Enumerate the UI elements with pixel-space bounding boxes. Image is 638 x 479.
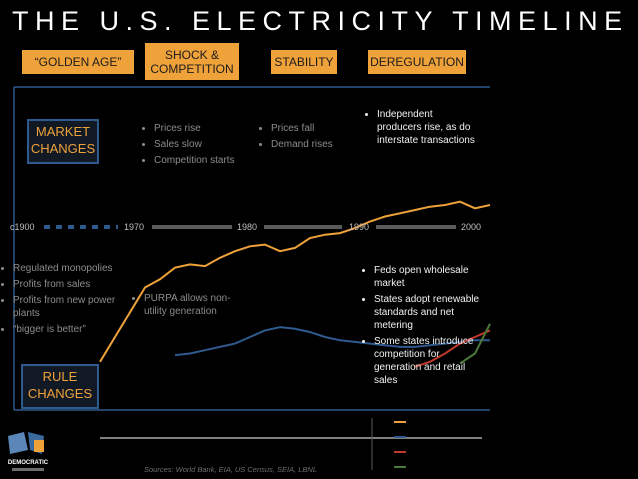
list-item: Some states introduce competition for ge…	[374, 335, 481, 387]
tick-label-1980: 1980	[237, 222, 258, 232]
tick-label-1970: 1970	[124, 222, 145, 232]
era-deregulation: DEREGULATION	[368, 50, 466, 74]
solar-panel-icon	[8, 432, 28, 454]
logo-subtext-bar	[12, 468, 44, 471]
era-shock-competition: SHOCK & COMPETITION	[145, 43, 239, 80]
market-dereg-bullets: Independent producers rise, as do inters…	[366, 108, 478, 150]
tick-label-2000: 2000	[461, 222, 482, 232]
sun-icon	[34, 440, 44, 452]
rule-changes-label: RULE CHANGES	[21, 364, 99, 409]
series-line-1	[174, 326, 490, 357]
democratic-energy-logo: DEMOCRATIC	[6, 432, 50, 471]
source-note: Sources: World Bank, EIA, US Census, SEI…	[144, 465, 317, 474]
rule-golden-bullets: Regulated monopolies Profits from sales …	[2, 262, 126, 339]
series-line-2	[414, 329, 491, 368]
list-item: Feds open wholesale market	[374, 264, 481, 290]
list-item: Profits from new power plants	[13, 294, 126, 320]
rule-shock-bullets: PURPA allows non-utility generation	[133, 292, 245, 321]
list-item: States adopt renewable standards and net…	[374, 293, 481, 332]
era-golden-age: “GOLDEN AGE”	[22, 50, 134, 74]
tick-label-c1900: c1900	[10, 222, 35, 232]
list-item: Demand rises	[271, 138, 360, 151]
list-item: Sales slow	[154, 138, 253, 151]
rule-changes-text: RULE CHANGES	[27, 369, 93, 401]
list-item: PURPA allows non-utility generation	[144, 292, 245, 318]
market-stability-bullets: Prices fall Demand rises	[260, 122, 360, 154]
tick-label-1990: 1990	[349, 222, 370, 232]
list-item: Competition starts	[154, 154, 253, 167]
list-item: “bigger is better”	[13, 323, 126, 336]
list-item: Regulated monopolies	[13, 262, 126, 275]
list-item: Independent producers rise, as do inters…	[377, 108, 478, 147]
logo-text-band	[6, 458, 50, 466]
list-item: Prices fall	[271, 122, 360, 135]
market-shock-bullets: Prices rise Sales slow Competition start…	[143, 122, 253, 170]
series-line-0	[99, 200, 491, 363]
rule-dereg-bullets: Feds open wholesale market States adopt …	[363, 264, 481, 390]
market-changes-label: MARKET CHANGES	[27, 119, 99, 164]
list-item: Profits from sales	[13, 278, 126, 291]
market-changes-text: MARKET CHANGES	[30, 124, 96, 156]
series-line-3	[459, 323, 491, 365]
era-stability: STABILITY	[271, 50, 337, 74]
page-title: THE U.S. ELECTRICITY TIMELINE	[12, 6, 629, 36]
list-item: Prices rise	[154, 122, 253, 135]
logo-text: DEMOCRATIC	[8, 460, 49, 466]
